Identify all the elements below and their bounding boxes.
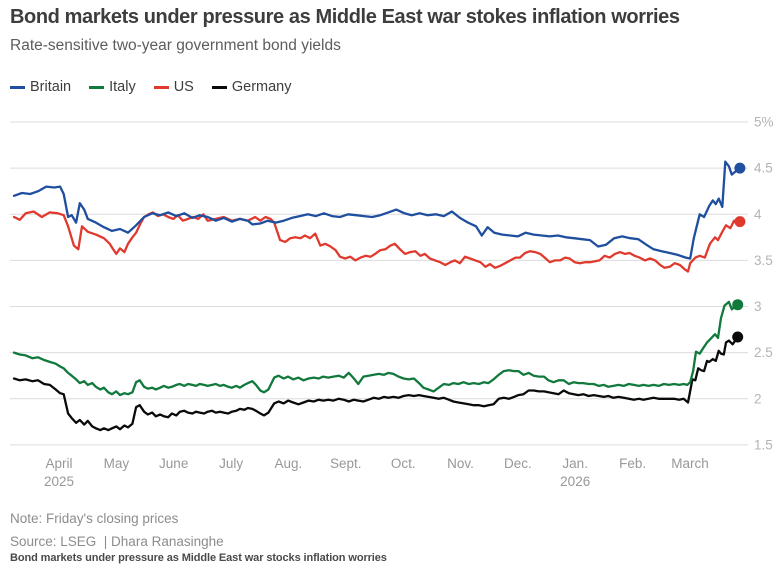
legend-item-italy: Italy	[89, 79, 136, 95]
chart-svg: 5% 4.5 4 3.5 3 2.5 2 1.5 April 2025 May June July Aug…	[10, 115, 774, 489]
legend-item-us: US	[153, 79, 194, 95]
series-end-dot-us	[734, 216, 746, 228]
series-end-dot-germany	[732, 331, 744, 343]
x-axis-label: March	[671, 456, 709, 471]
legend-item-britain: Britain	[10, 79, 71, 95]
x-axis-label: Aug.	[275, 456, 303, 471]
x-axis-label: Dec.	[504, 456, 532, 471]
chart-source: Source: LSEG | Dhara Ranasinghe	[10, 534, 224, 549]
x-axis-label: Jan.	[562, 456, 588, 471]
legend-item-germany: Germany	[211, 79, 292, 95]
series-line-britain	[12, 160, 742, 260]
y-axis-label: 2	[754, 391, 762, 406]
series-line-italy	[12, 300, 739, 397]
chart-subtitle: Rate-sensitive two-year government bond …	[10, 37, 341, 54]
chart-caption: Bond markets under pressure as Middle Ea…	[10, 552, 387, 564]
x-axis-label: July	[219, 456, 243, 471]
y-axis-label: 3.5	[754, 253, 773, 268]
y-axis-label: 1.5	[754, 437, 773, 452]
chart-legend: Britain Italy US Germany	[10, 79, 292, 95]
x-axis-label: Oct.	[391, 456, 416, 471]
y-axis-label: 3	[754, 299, 762, 314]
legend-swatch-britain	[10, 85, 25, 89]
x-axis-label: Feb.	[619, 456, 646, 471]
legend-swatch-germany	[211, 85, 227, 89]
legend-swatch-italy	[89, 85, 105, 89]
legend-swatch-us	[153, 85, 169, 89]
chart-note: Note: Friday's closing prices	[10, 511, 179, 526]
x-axis-year-label: 2026	[560, 474, 590, 489]
x-axis-label: Sept.	[330, 456, 362, 471]
x-axis-label: Nov.	[447, 456, 474, 471]
y-axis-label: 5%	[754, 115, 774, 130]
series-end-dot-italy	[732, 299, 744, 311]
y-axis-label: 4.5	[754, 161, 773, 176]
series-line-germany	[12, 335, 739, 432]
legend-label: Britain	[30, 79, 72, 95]
series-end-dot-britain	[734, 162, 746, 174]
legend-label: Germany	[231, 79, 292, 95]
y-axis-label: 2.5	[754, 345, 773, 360]
x-axis-label: June	[159, 456, 188, 471]
x-axis-label: May	[104, 456, 130, 471]
x-axis-label: April	[45, 456, 72, 471]
series-line-us	[12, 210, 742, 273]
legend-label: Italy	[109, 79, 136, 95]
x-axis-year-label: 2025	[44, 474, 74, 489]
y-axis-label: 4	[754, 207, 762, 222]
legend-label: US	[173, 79, 194, 95]
chart-title: Bond markets under pressure as Middle Ea…	[10, 6, 680, 28]
